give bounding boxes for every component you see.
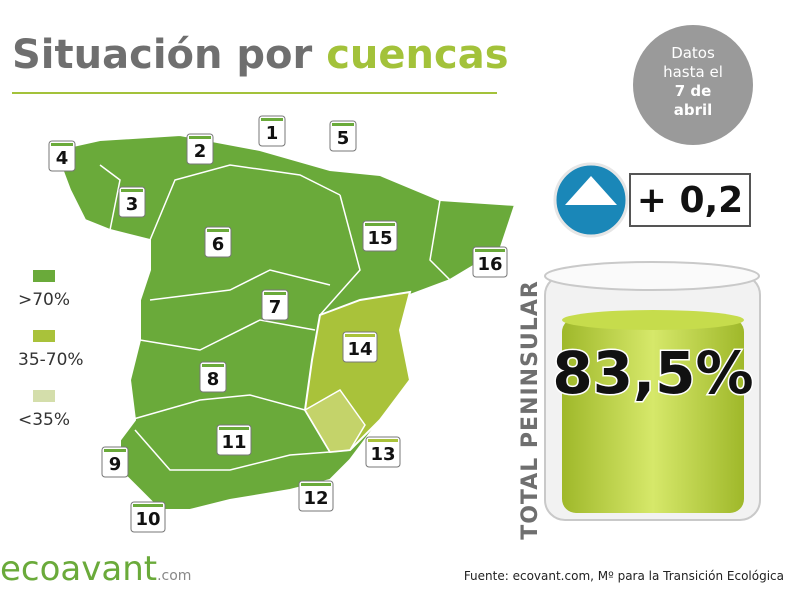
map-borders [99, 164, 451, 471]
basin-label: 12 [303, 488, 328, 509]
basin-label: 8 [207, 369, 220, 390]
map-shape [53, 133, 517, 511]
source: Fuente: ecovant.com, Mº para la Transici… [464, 569, 784, 583]
jar-liquid [562, 318, 744, 513]
basin-tag [365, 436, 401, 468]
map [53, 133, 517, 511]
title-plain: Situación por [12, 32, 313, 78]
date-line: abril [674, 101, 713, 119]
basin-swatch [368, 439, 398, 442]
basin-swatch [189, 136, 211, 139]
legend-label: 35-70% [18, 350, 84, 370]
basin-swatch [301, 483, 331, 486]
total-value: 83,5% [552, 339, 753, 407]
basin-label: 7 [269, 297, 282, 318]
basin-tag [261, 289, 289, 321]
basin-swatch [264, 292, 286, 295]
trend-arrow [565, 176, 617, 205]
legend-swatch [33, 390, 55, 402]
date-line: 7 de [675, 82, 712, 100]
change-value: + 0,2 [637, 180, 743, 221]
basin-tag [258, 115, 286, 147]
basin-swatch [133, 504, 163, 507]
basin-swatch [121, 189, 143, 192]
date-line: Datos [671, 44, 715, 62]
date-line: hasta el [663, 63, 723, 81]
jar-surface [562, 310, 744, 330]
basin-label: 6 [212, 234, 225, 255]
jar [544, 261, 761, 521]
brand-domain: .com [157, 568, 191, 584]
map-region [303, 389, 366, 453]
basin-tag [329, 120, 357, 152]
basin-label: 5 [337, 128, 350, 149]
change-box [629, 173, 751, 227]
basin-swatch [104, 449, 126, 452]
basin-tag [298, 480, 334, 512]
legend-swatch [33, 270, 55, 282]
basin-tag [472, 246, 508, 278]
basin-swatch [365, 223, 395, 226]
basin-swatch [202, 364, 224, 367]
basin-label: 10 [135, 509, 160, 530]
basin-label: 3 [126, 194, 139, 215]
basin-label: 1 [266, 123, 279, 144]
basin-tag [118, 186, 146, 218]
basin-label: 4 [56, 148, 69, 169]
basin-label: 11 [221, 432, 246, 453]
basin-label: 9 [109, 454, 122, 475]
legend-label: <35% [18, 410, 70, 430]
basin-tag [130, 501, 166, 533]
basin-swatch [261, 118, 283, 121]
brand-name: ecoavant [0, 549, 157, 589]
basin-tag [362, 220, 398, 252]
basin-swatch [345, 334, 375, 337]
basin-label: 15 [367, 228, 392, 249]
basin-swatch [51, 143, 73, 146]
basin-label: 16 [477, 254, 502, 275]
date-badge [633, 25, 753, 145]
basin-swatch [219, 427, 249, 430]
jar-rim [544, 261, 760, 291]
total-label: TOTAL PENINSULAR [518, 280, 543, 540]
basin-tag [204, 226, 232, 258]
basin-swatch [475, 249, 505, 252]
title: Situación por cuencas [12, 32, 509, 78]
legend-swatch [33, 330, 55, 342]
basin-tag [186, 133, 214, 165]
basin-label: 14 [347, 339, 372, 360]
basin-swatch [332, 123, 354, 126]
legend-label: >70% [18, 290, 70, 310]
basin-tag [48, 140, 76, 172]
basin-tag [216, 424, 252, 456]
brand: ecoavant.com [0, 549, 191, 589]
basin-label: 13 [370, 444, 395, 465]
basin-tag [101, 446, 129, 478]
basin-label: 2 [194, 141, 207, 162]
title-accent: cuencas [326, 32, 508, 78]
basin-swatch [207, 229, 229, 232]
basin-tag [199, 361, 227, 393]
basin-tag [342, 331, 378, 363]
